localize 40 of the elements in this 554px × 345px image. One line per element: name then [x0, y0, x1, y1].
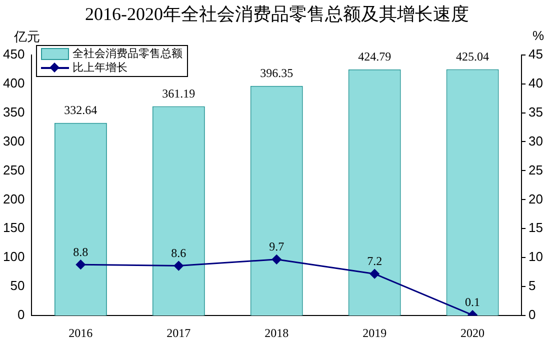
y-tick-label: 450	[2, 46, 25, 62]
y2-tick-label: 25	[528, 162, 544, 178]
y-tick-label: 150	[2, 220, 25, 236]
y-tick-label: 350	[2, 104, 25, 120]
x-tick-label: 2016	[68, 326, 93, 340]
data-label: 424.79	[358, 50, 392, 64]
x-tick-label: 2020	[460, 326, 485, 340]
y-tick-label: 200	[2, 191, 25, 206]
y-tick-label: 0	[17, 307, 25, 322]
data-label: 396.35	[260, 66, 294, 80]
x-tick-label: 2017	[166, 326, 191, 340]
y-tick-label: 300	[2, 133, 25, 148]
y2-tick-label: 35	[528, 104, 544, 120]
y-tick-label: 250	[2, 162, 25, 178]
y-tick-label: 50	[10, 278, 25, 294]
data-label: 332.64	[64, 102, 98, 117]
legend-label: 全社会消费品零售总额	[72, 46, 183, 62]
y2-tick-label: 30	[528, 133, 544, 148]
data-label: 8.6	[171, 246, 186, 260]
data-label: 361.19	[162, 86, 196, 100]
x-tick-label: 2018	[264, 326, 289, 340]
y2-tick-label: 45	[528, 46, 544, 62]
data-label: 9.7	[269, 240, 284, 254]
y2-tick-label: 10	[528, 249, 544, 264]
legend-label: 比上年增长	[72, 61, 128, 76]
chart-title: 2016-2020年全社会消费品零售总额及其增长速度	[84, 3, 470, 26]
data-label: 7.2	[367, 254, 382, 268]
data-label: 425.04	[456, 49, 490, 64]
y-tick-label: 100	[2, 249, 25, 264]
y-tick-label: 400	[2, 75, 25, 90]
y2-tick-label: 40	[528, 75, 544, 90]
y2-tick-label: 15	[528, 220, 544, 236]
y2-tick-label: 0	[528, 307, 536, 322]
data-label: 8.8	[73, 244, 88, 259]
y2-tick-label: 5	[528, 278, 536, 294]
y2-tick-label: 20	[528, 191, 544, 206]
y2-axis-title: %	[532, 28, 544, 43]
x-tick-label: 2019	[362, 326, 387, 340]
y-axis-title: 亿元	[14, 28, 40, 46]
data-label: 0.1	[465, 295, 480, 310]
